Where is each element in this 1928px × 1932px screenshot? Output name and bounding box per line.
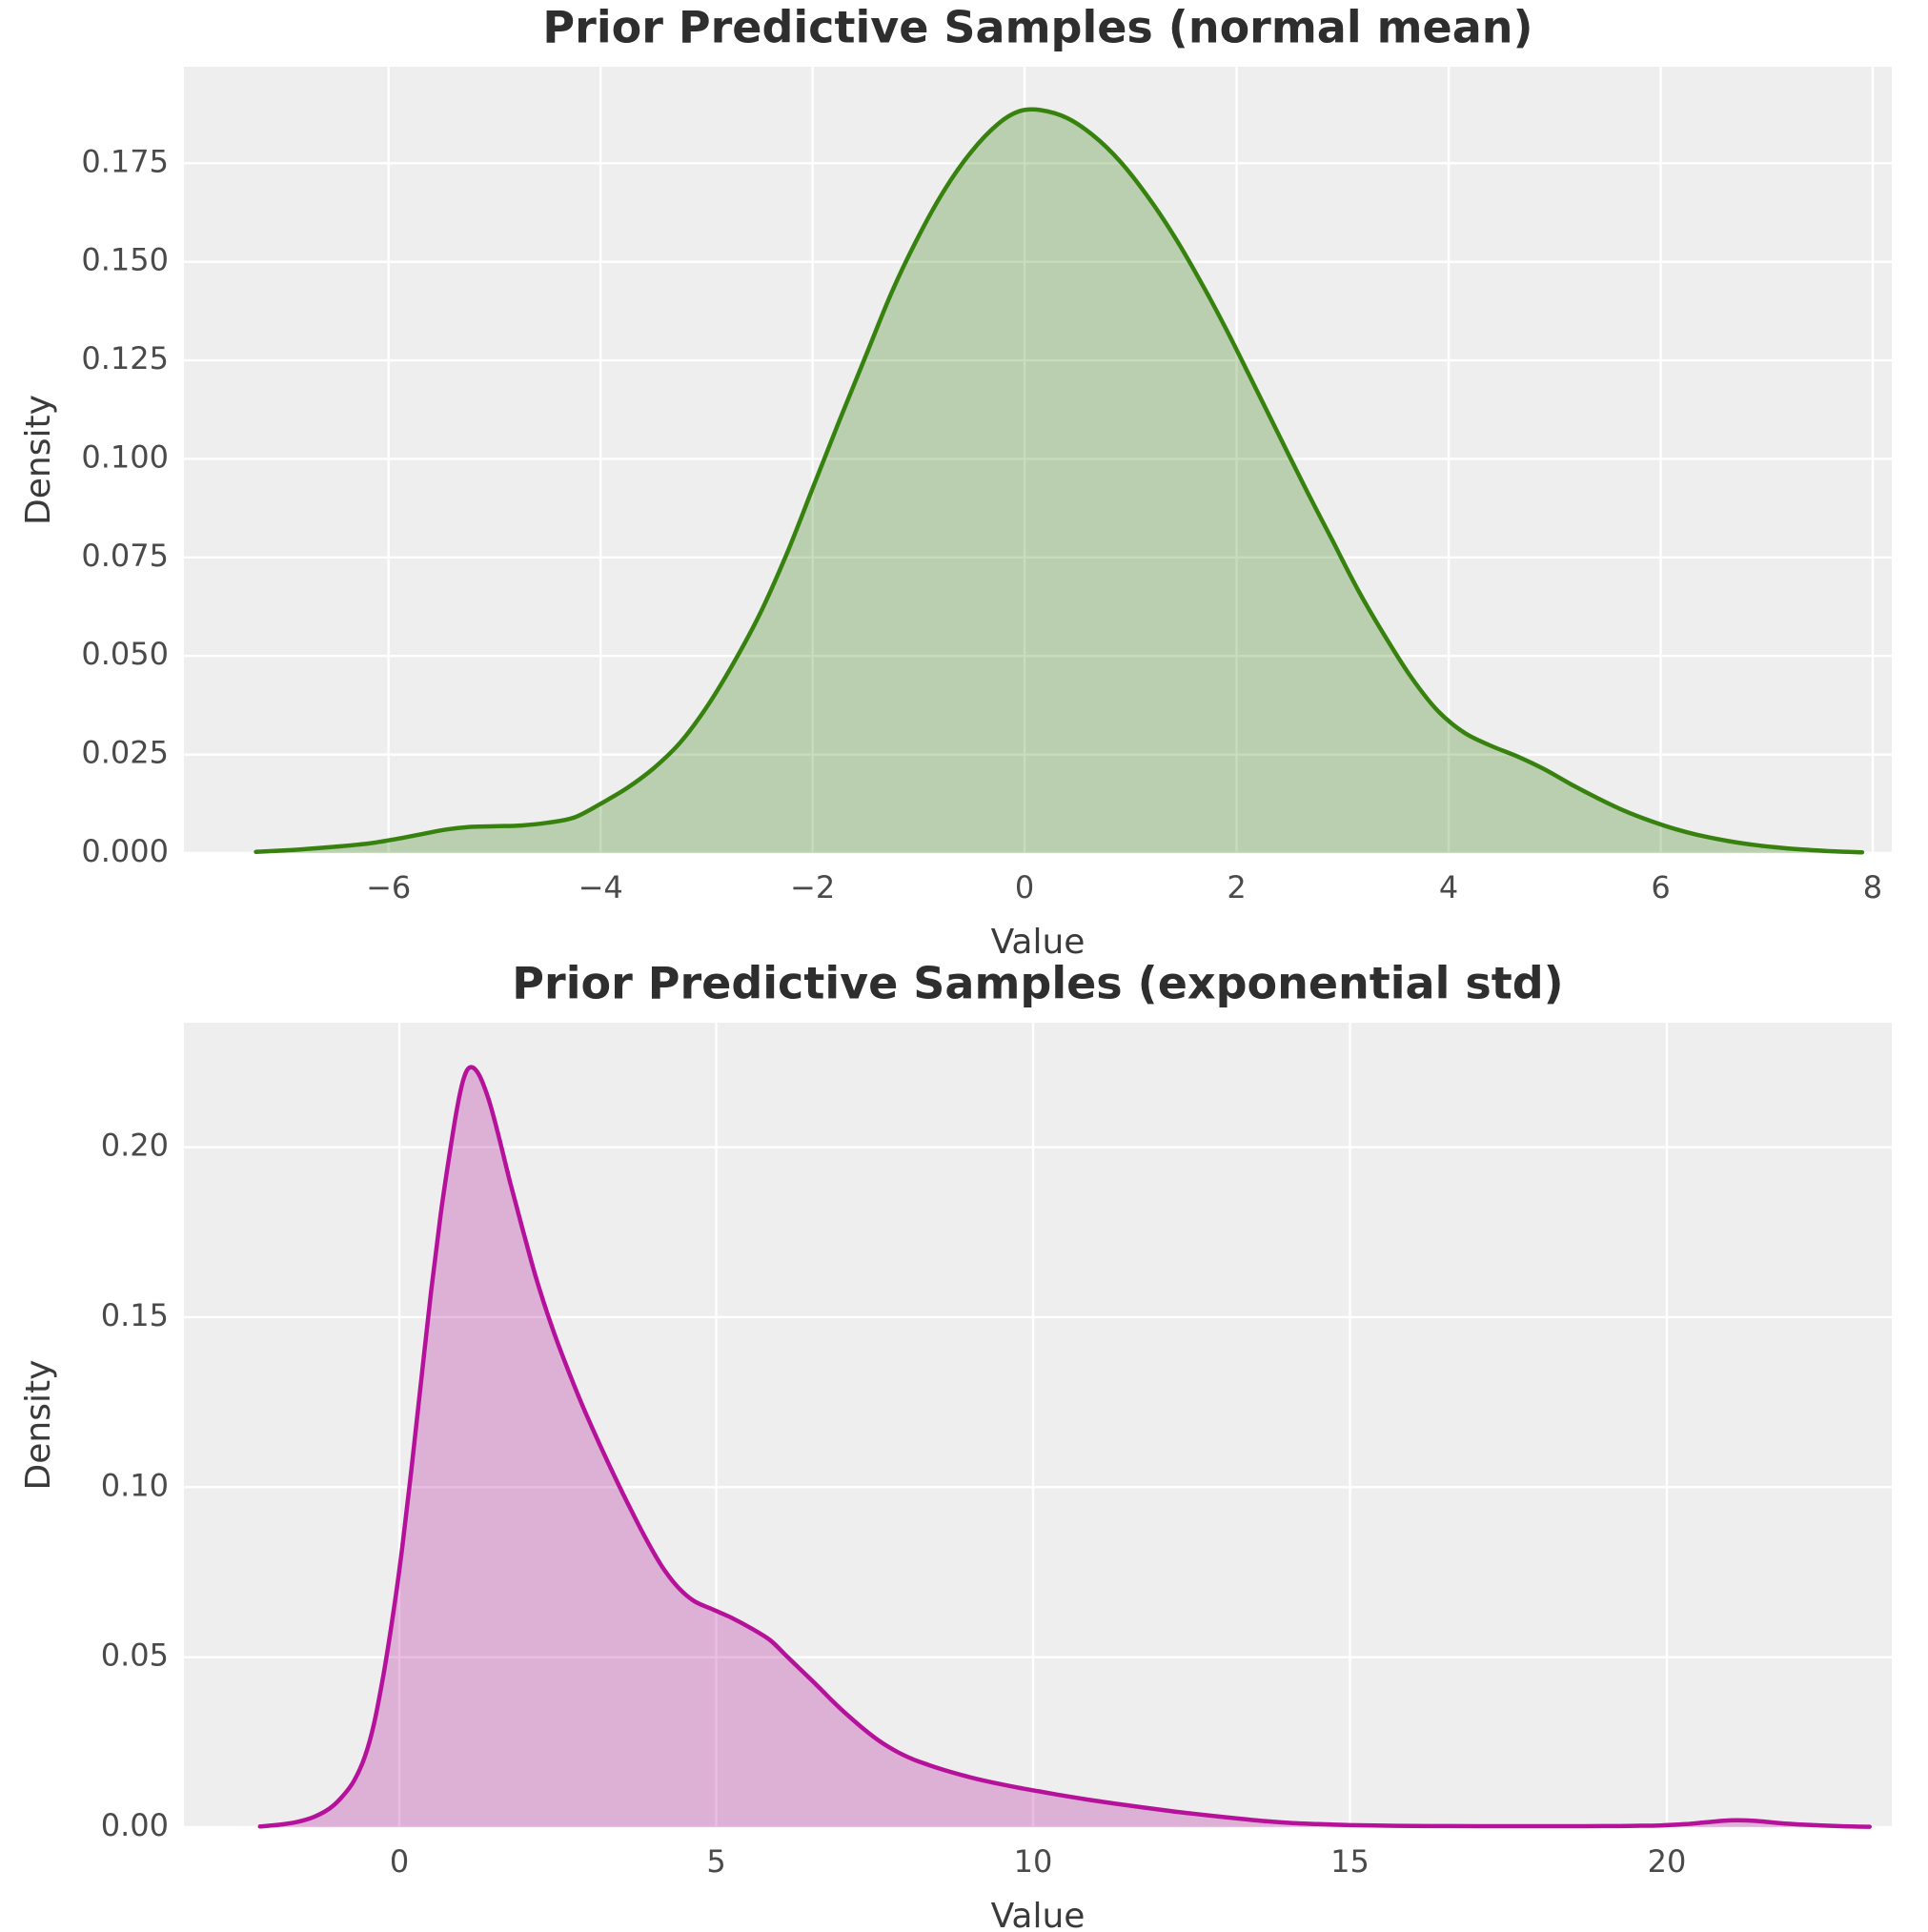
kde-fill-area (259, 1067, 1870, 1827)
y-tick-label: 0.075 (81, 538, 169, 574)
y-tick-label: 0.05 (101, 1637, 169, 1674)
x-axis-label: Value (991, 923, 1086, 962)
x-tick-label: −6 (366, 869, 411, 905)
x-tick-label: −4 (578, 869, 623, 905)
chart-title: Prior Predictive Samples (exponential st… (512, 958, 1563, 1009)
y-axis-label: Density (19, 395, 58, 525)
x-tick-label: 0 (390, 1843, 409, 1880)
y-tick-label: 0.150 (81, 242, 169, 278)
y-tick-label: 0.025 (81, 735, 169, 771)
x-tick-label: 0 (1015, 869, 1034, 905)
x-tick-label: 2 (1227, 869, 1246, 905)
y-tick-label: 0.125 (81, 340, 169, 376)
x-tick-label: 10 (1014, 1843, 1053, 1880)
x-axis-label: Value (991, 1897, 1086, 1928)
y-tick-label: 0.00 (101, 1807, 169, 1843)
y-tick-label: 0.000 (81, 833, 169, 869)
kde-curve (257, 1065, 1872, 1829)
y-tick-label: 0.175 (81, 143, 169, 179)
subplot-1: Prior Predictive Samples (normal mean) −6… (19, 2, 1892, 962)
kde-fill-area (255, 109, 1862, 853)
x-tick-label: 5 (706, 1843, 725, 1880)
chart-title: Prior Predictive Samples (normal mean) (542, 2, 1532, 53)
y-tick-label: 0.20 (101, 1128, 169, 1164)
y-tick-label: 0.15 (101, 1297, 169, 1333)
subplot-2: Prior Predictive Samples (exponential st… (19, 958, 1892, 1932)
x-tick-label: 15 (1330, 1843, 1370, 1880)
y-tick-label: 0.050 (81, 636, 169, 672)
axes-background (184, 1023, 1892, 1827)
y-tick-label: 0.100 (81, 438, 169, 475)
x-tick-label: 20 (1648, 1843, 1687, 1880)
y-axis-label: Density (19, 1360, 58, 1491)
kde-curve (254, 107, 1865, 855)
x-tick-label: −2 (790, 869, 835, 905)
x-tick-label: 4 (1439, 869, 1458, 905)
x-tick-label: 6 (1651, 869, 1670, 905)
x-tick-label: 8 (1863, 869, 1882, 905)
y-tick-label: 0.10 (101, 1467, 169, 1503)
